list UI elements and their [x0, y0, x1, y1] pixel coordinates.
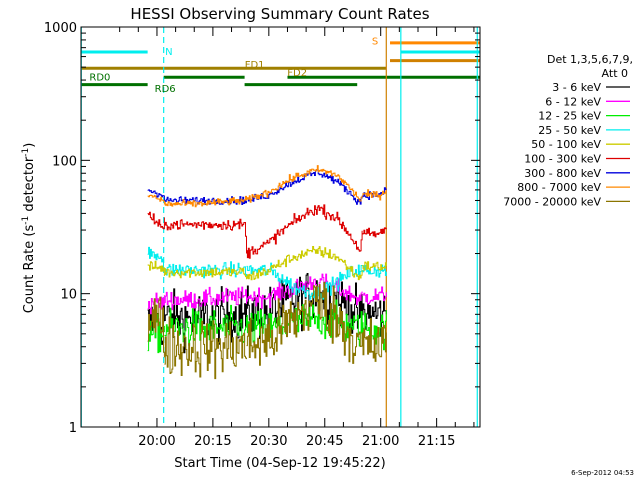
legend-entry-label: 7000 - 20000 keV: [503, 195, 601, 208]
x-tick-label: 20:45: [306, 434, 343, 449]
series-line: [246, 281, 363, 366]
series-line: [164, 286, 247, 311]
flag-label: N: [165, 47, 172, 58]
series-line: [246, 262, 363, 300]
legend-entry-label: 6 - 12 keV: [545, 95, 601, 108]
series-line: [362, 261, 387, 271]
flag-labels: N S FD1 FD2 RD0 RD6: [89, 37, 378, 95]
legend-entry-label: 25 - 50 keV: [538, 124, 601, 137]
legend-header-line2: Att 0: [602, 67, 628, 80]
legend-entry-label: 50 - 100 keV: [531, 138, 601, 151]
legend-entry-label: 800 - 7000 keV: [517, 181, 601, 194]
flag-label: RD6: [155, 84, 176, 95]
series-line: [164, 316, 247, 380]
series-line: [147, 292, 165, 315]
x-tick-label: 21:00: [362, 434, 399, 449]
x-tick-label: 21:15: [418, 434, 455, 449]
legend-entry-label: 300 - 800 keV: [524, 167, 601, 180]
x-axis-label: Start Time (04-Sep-12 19:45:22): [174, 456, 385, 471]
y-tick-label: 10: [60, 288, 77, 303]
gap-lines: [80, 27, 478, 427]
series-line: [246, 165, 363, 203]
series-line: [362, 318, 387, 362]
series-line: [246, 204, 363, 259]
x-tick-label: 20:00: [138, 434, 175, 449]
chart-title: HESSI Observing Summary Count Rates: [130, 5, 429, 23]
series-line: [362, 189, 387, 201]
series-line: [147, 211, 165, 230]
y-axis: 1 10 100 1000: [44, 21, 480, 436]
series-line: [362, 310, 387, 351]
series-line: [147, 296, 165, 358]
series-line: [362, 227, 387, 238]
series-line: [164, 195, 247, 208]
plot-frame: [80, 26, 481, 428]
y-tick-label: 1: [69, 421, 77, 436]
generation-timestamp: 6-Sep-2012 04:53: [571, 469, 634, 477]
series-line: [246, 246, 363, 281]
x-tick-label: 20:15: [194, 434, 231, 449]
series-line: [362, 286, 387, 305]
detector-flags: [81, 41, 480, 87]
x-axis: 20:00 20:15 20:30 20:45 21:00 21:15: [119, 27, 475, 449]
y-axis-label: Count Rate (s-1 detector-1): [21, 143, 37, 314]
series-lines: [147, 165, 387, 380]
legend-entry-label: 3 - 6 keV: [552, 81, 601, 94]
series-line: [164, 267, 247, 280]
series-line: [147, 194, 165, 205]
flag-label: S: [372, 37, 378, 48]
flag-label: FD2: [287, 68, 307, 79]
legend-entry-label: 100 - 300 keV: [524, 153, 601, 166]
x-tick-label: 20:30: [250, 434, 287, 449]
y-tick-label: 100: [52, 154, 77, 169]
flag-label: RD0: [89, 73, 110, 84]
series-line: [164, 304, 247, 346]
legend-entry-label: 12 - 25 keV: [538, 110, 601, 123]
flag-label: FD1: [245, 60, 265, 71]
series-line: [164, 218, 247, 254]
series-line: [147, 260, 165, 276]
y-tick-label: 1000: [44, 21, 77, 36]
legend-header-line1: Det 1,3,5,6,7,9,: [547, 53, 633, 66]
series-line: [147, 246, 165, 269]
